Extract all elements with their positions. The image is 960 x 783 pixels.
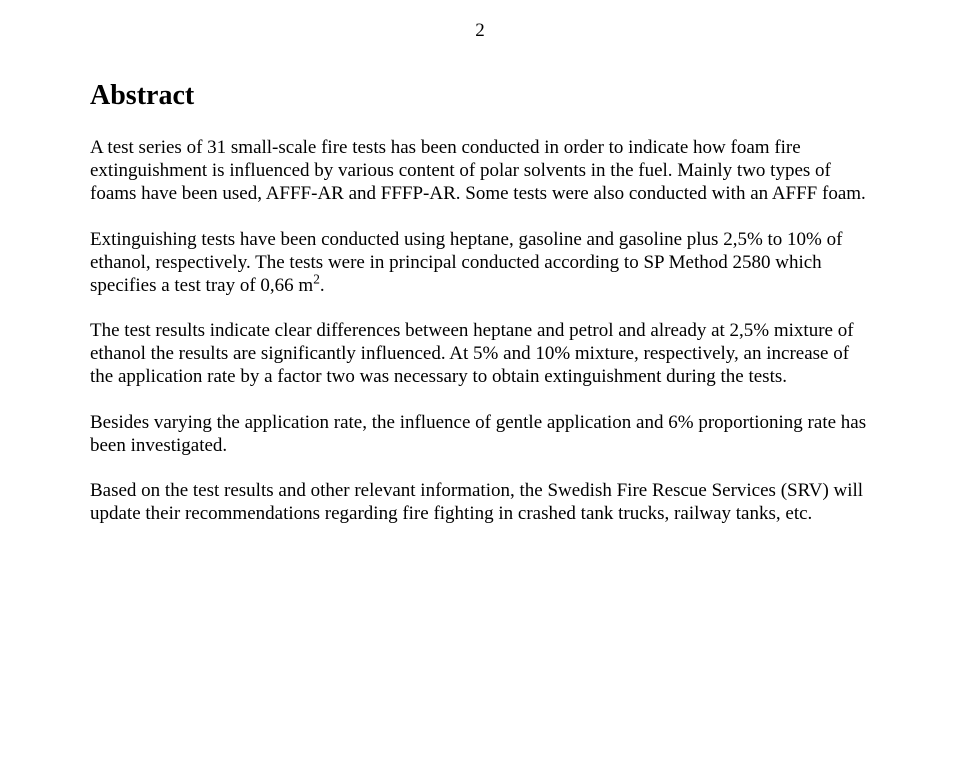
superscript-exponent: 2: [313, 272, 320, 287]
paragraph-3: The test results indicate clear differen…: [90, 319, 870, 389]
paragraph-2: Extinguishing tests have been conducted …: [90, 228, 870, 298]
page-number: 2: [90, 20, 870, 42]
paragraph-1: A test series of 31 small-scale fire tes…: [90, 136, 870, 206]
paragraph-4: Besides varying the application rate, th…: [90, 411, 870, 457]
document-page: 2 Abstract A test series of 31 small-sca…: [0, 0, 960, 567]
abstract-heading: Abstract: [90, 80, 870, 112]
paragraph-2-text-after: .: [320, 275, 325, 296]
paragraph-2-text-before: Extinguishing tests have been conducted …: [90, 229, 842, 296]
paragraph-5: Based on the test results and other rele…: [90, 479, 870, 525]
